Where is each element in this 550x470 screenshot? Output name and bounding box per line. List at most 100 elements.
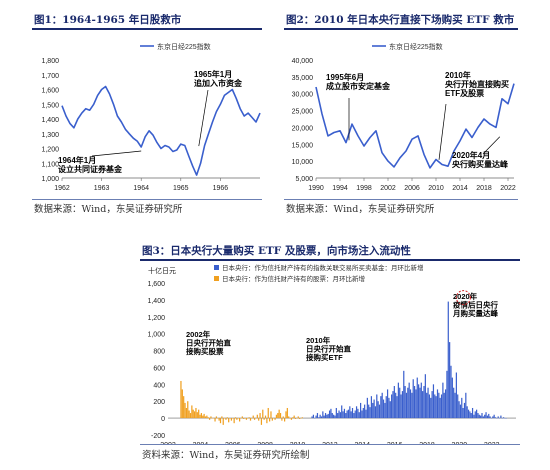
annotation-2020-leader — [482, 136, 501, 155]
bar-blue — [323, 415, 325, 419]
bar-orange — [299, 418, 301, 419]
fig2-title: 图2：2010 年日本央行直接下场购买 ETF 救市 — [286, 14, 515, 26]
bar-blue — [381, 392, 383, 419]
bar-orange — [294, 418, 297, 419]
fig2-title-rule — [284, 28, 518, 30]
y-tick-label: 200 — [153, 399, 165, 406]
bar-orange — [274, 418, 276, 420]
bar-orange — [260, 418, 263, 425]
bar-blue — [368, 404, 370, 419]
bar-blue — [365, 409, 367, 419]
bar-blue — [461, 397, 463, 419]
y-tick-label: -200 — [151, 433, 165, 440]
bar-blue — [427, 387, 429, 419]
annotation-2010: 2010年日央行开始直接购买ETF — [306, 335, 351, 362]
bar-blue — [432, 384, 435, 419]
y-tick-label: 40,000 — [292, 58, 314, 65]
bar-blue — [463, 402, 466, 419]
annotation-1965: 1965年1月追加入市资金 — [194, 69, 243, 88]
x-tick-label: 2022 — [500, 185, 516, 192]
bar-blue — [428, 394, 431, 419]
bar-blue — [431, 391, 433, 419]
bar-blue — [497, 416, 499, 419]
bar-blue — [434, 394, 436, 419]
bar-blue — [473, 414, 475, 419]
y-tick-label: 1,300 — [41, 132, 59, 139]
fig3-title-rule — [140, 259, 520, 261]
bar-blue — [364, 404, 366, 419]
bar-blue — [327, 413, 329, 419]
bar-blue — [480, 415, 482, 419]
x-tick-label: 2010 — [290, 442, 306, 445]
x-tick-label: 2002 — [380, 185, 396, 192]
bar-orange — [266, 418, 268, 424]
y-tick-label: 1,400 — [147, 298, 165, 305]
x-tick-label: 1964 — [133, 185, 149, 192]
fig1-source: 数据来源：Wind，东吴证券研究所 — [34, 204, 183, 215]
y-tick-label: 35,000 — [292, 75, 314, 82]
bar-blue — [350, 411, 352, 419]
bar-orange — [234, 417, 237, 419]
bar-blue — [447, 301, 449, 419]
x-tick-label: 2016 — [387, 442, 403, 445]
bar-blue — [341, 405, 343, 419]
bar-blue — [413, 386, 416, 419]
bar-blue — [366, 397, 368, 419]
x-tick-label: 1966 — [213, 185, 229, 192]
bar-blue — [471, 407, 474, 419]
bar-blue — [392, 391, 394, 419]
bar-orange — [185, 407, 188, 419]
bar-orange — [222, 418, 224, 425]
bar-blue — [346, 410, 348, 419]
x-tick-label: 2018 — [476, 185, 492, 192]
bar-blue — [474, 411, 476, 419]
bar-blue — [409, 389, 412, 419]
bar-blue — [320, 416, 323, 419]
bar-orange — [277, 413, 279, 419]
bar-orange — [191, 405, 193, 419]
fig3-bottom-rule — [140, 444, 520, 445]
bar-blue — [453, 387, 455, 419]
bar-blue — [478, 414, 480, 419]
fig2-bottom-rule — [284, 199, 518, 200]
annotation-1995: 1995年6月成立股市安定基金 — [326, 72, 391, 91]
bar-blue — [349, 406, 351, 419]
y-tick-label: 600 — [153, 365, 165, 372]
x-tick-label: 2022 — [484, 442, 500, 445]
bar-blue — [391, 394, 393, 419]
bar-blue — [360, 402, 362, 419]
legend-label-blue: 日本央行：作为信托财产持有的指数关联交易所买卖基金：月环比新增 — [222, 263, 424, 272]
fig3-chart: 十亿日元 -200 0 200 400 600 800 1,000 1,200 1,400 1,60… — [147, 263, 516, 445]
bar-blue — [342, 411, 344, 419]
bar-orange — [187, 401, 189, 419]
bar-blue — [372, 402, 374, 419]
y-tick-label: 25,000 — [292, 109, 314, 116]
bar-orange — [279, 413, 282, 419]
bar-orange — [238, 418, 241, 422]
bar-blue — [318, 417, 320, 419]
x-tick-label: 1994 — [332, 185, 348, 192]
annotation-1965-leader — [198, 89, 209, 147]
bar-blue — [324, 413, 327, 419]
bar-blue — [424, 374, 426, 419]
bar-orange — [196, 412, 198, 419]
bar-orange — [258, 418, 260, 421]
x-tick-label: 2014 — [452, 185, 468, 192]
y-tick-label: 1,400 — [41, 117, 59, 124]
fig2-chart: 5,000 10,000 15,000 20,000 25,000 30,000 35,00… — [292, 42, 516, 192]
bar-blue — [399, 387, 401, 419]
bar-orange — [180, 380, 182, 419]
bar-orange — [301, 417, 303, 419]
y-tick-label: 0 — [161, 416, 165, 423]
bar-blue — [493, 414, 495, 419]
bar-orange — [252, 415, 254, 419]
fig1-chart: 1,000 1,100 1,200 1,300 1,400 1,500 1,600 1,700… — [41, 42, 261, 192]
x-tick-label: 2012 — [322, 442, 338, 445]
x-tick-label: 1962 — [54, 185, 70, 192]
bar-orange — [263, 418, 265, 420]
bar-blue — [476, 409, 478, 419]
bar-orange — [256, 414, 258, 419]
bar-blue — [430, 397, 432, 419]
bar-blue — [450, 365, 452, 419]
